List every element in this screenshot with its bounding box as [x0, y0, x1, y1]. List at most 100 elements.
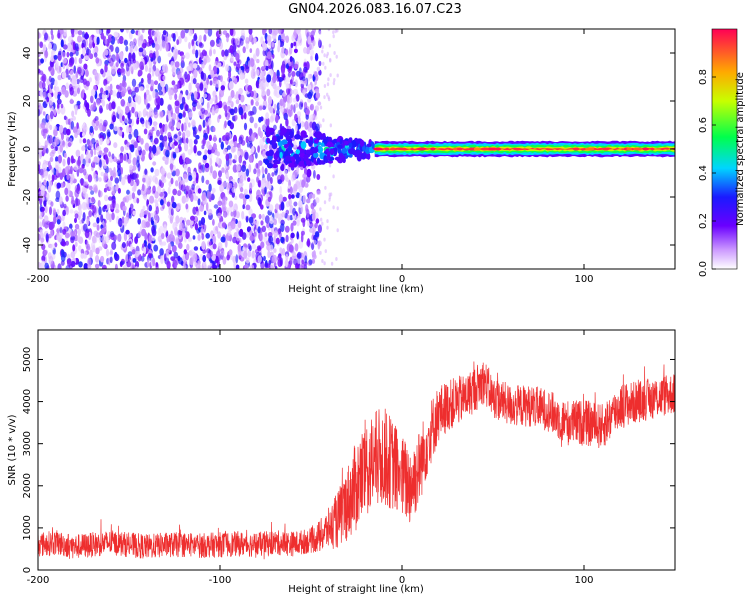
spectral-blob	[44, 50, 49, 59]
spectral-blob	[91, 235, 97, 244]
spectral-blob	[74, 43, 79, 51]
spectral-blob	[164, 159, 169, 165]
spectral-blob	[70, 121, 75, 130]
spectral-blob	[192, 63, 198, 69]
spectral-blob	[243, 250, 248, 259]
spectral-blob	[198, 110, 202, 116]
spectral-blob	[212, 219, 215, 226]
spectral-blob	[197, 260, 201, 265]
spectral-blob	[220, 250, 225, 256]
spectral-blob	[64, 90, 69, 98]
spectral-blob	[332, 205, 335, 210]
spectral-blob	[253, 168, 257, 175]
colorbar-label: Normalized spectral amplitude	[735, 72, 746, 226]
spectral-blob	[289, 56, 293, 62]
spectral-blob	[93, 230, 99, 237]
spectral-blob	[269, 251, 274, 257]
spectral-blob	[125, 62, 130, 72]
spectral-blob	[60, 131, 65, 141]
spectral-blob	[99, 107, 104, 113]
spectral-blob	[97, 73, 101, 81]
spectral-blob	[121, 176, 126, 186]
spectral-blob	[47, 42, 52, 50]
spectral-blob	[290, 42, 294, 49]
spectral-blob	[259, 138, 265, 146]
spectral-blob	[130, 29, 135, 34]
spectral-blob	[258, 213, 262, 220]
spectral-blob	[57, 102, 60, 110]
spectral-blob	[145, 221, 150, 228]
spectral-blob	[80, 253, 85, 259]
spectral-blob	[269, 244, 274, 252]
x-tick-label: 0	[399, 575, 405, 586]
spectral-blob	[129, 243, 133, 251]
spectral-blob	[77, 35, 82, 43]
spectral-blob	[251, 146, 255, 153]
spectral-blob	[276, 255, 281, 262]
spectral-blob	[48, 174, 51, 181]
spectral-blob	[169, 94, 173, 100]
spectral-blob	[48, 66, 52, 71]
spectral-blob	[175, 168, 180, 177]
y-tick-label: 0	[22, 146, 33, 152]
spectral-blob	[177, 50, 181, 55]
spectral-blob	[209, 250, 213, 257]
spectral-blob	[233, 106, 238, 114]
spectral-blob	[62, 209, 67, 217]
spectral-blob	[266, 51, 272, 60]
spectral-blob	[94, 173, 99, 183]
spectral-blob	[281, 211, 286, 218]
onset-blob	[283, 144, 289, 149]
spectral-blob	[191, 39, 195, 47]
spectral-blob	[93, 52, 98, 58]
spectral-blob	[218, 137, 222, 143]
spectral-blob	[100, 32, 105, 40]
spectral-blob	[66, 51, 70, 58]
spectral-blob	[147, 243, 151, 250]
spectral-blob	[105, 248, 110, 257]
spectral-blob	[184, 29, 190, 34]
spectral-blob	[105, 90, 109, 96]
x-tick-label: 0	[399, 274, 405, 285]
spectral-blob	[132, 258, 137, 263]
x-tick-label: 100	[574, 575, 593, 586]
spectral-blob	[96, 224, 100, 231]
spectral-blob	[115, 203, 120, 210]
spectral-blob	[44, 32, 48, 41]
spectral-blob	[115, 159, 121, 164]
spectral-blob	[126, 189, 130, 195]
spectral-blob	[124, 117, 129, 124]
spectral-blob	[171, 80, 176, 86]
spectral-blob	[138, 135, 142, 142]
spectral-blob	[40, 122, 46, 129]
spectral-blob	[75, 50, 79, 56]
spectral-blob	[213, 134, 217, 143]
spectral-blob	[205, 179, 210, 185]
spectral-blob	[306, 31, 311, 37]
spectral-blob	[305, 108, 310, 115]
spectral-blob	[308, 259, 313, 265]
onset-blob	[317, 141, 322, 146]
onset-blob	[343, 140, 349, 146]
spectral-blob	[237, 150, 241, 157]
spectral-blob	[245, 36, 249, 42]
spectral-blob	[264, 167, 268, 175]
spectral-blob	[148, 217, 152, 222]
spectral-blob	[279, 98, 284, 107]
spectral-blob	[45, 147, 49, 154]
spectral-blob	[162, 75, 167, 81]
spectral-blob	[309, 49, 314, 57]
spectral-blob	[136, 95, 142, 105]
spectral-blob	[48, 93, 52, 100]
spectral-blob	[140, 77, 144, 84]
spectral-blob	[160, 127, 164, 136]
spectral-blob	[104, 63, 108, 73]
spectral-blob	[81, 39, 86, 48]
spectral-blob	[209, 157, 213, 166]
spectral-blob	[307, 74, 311, 82]
spectral-blob	[84, 143, 88, 152]
spectral-blob	[45, 233, 49, 242]
spectral-blob	[120, 146, 125, 152]
spectral-blob	[182, 173, 188, 179]
